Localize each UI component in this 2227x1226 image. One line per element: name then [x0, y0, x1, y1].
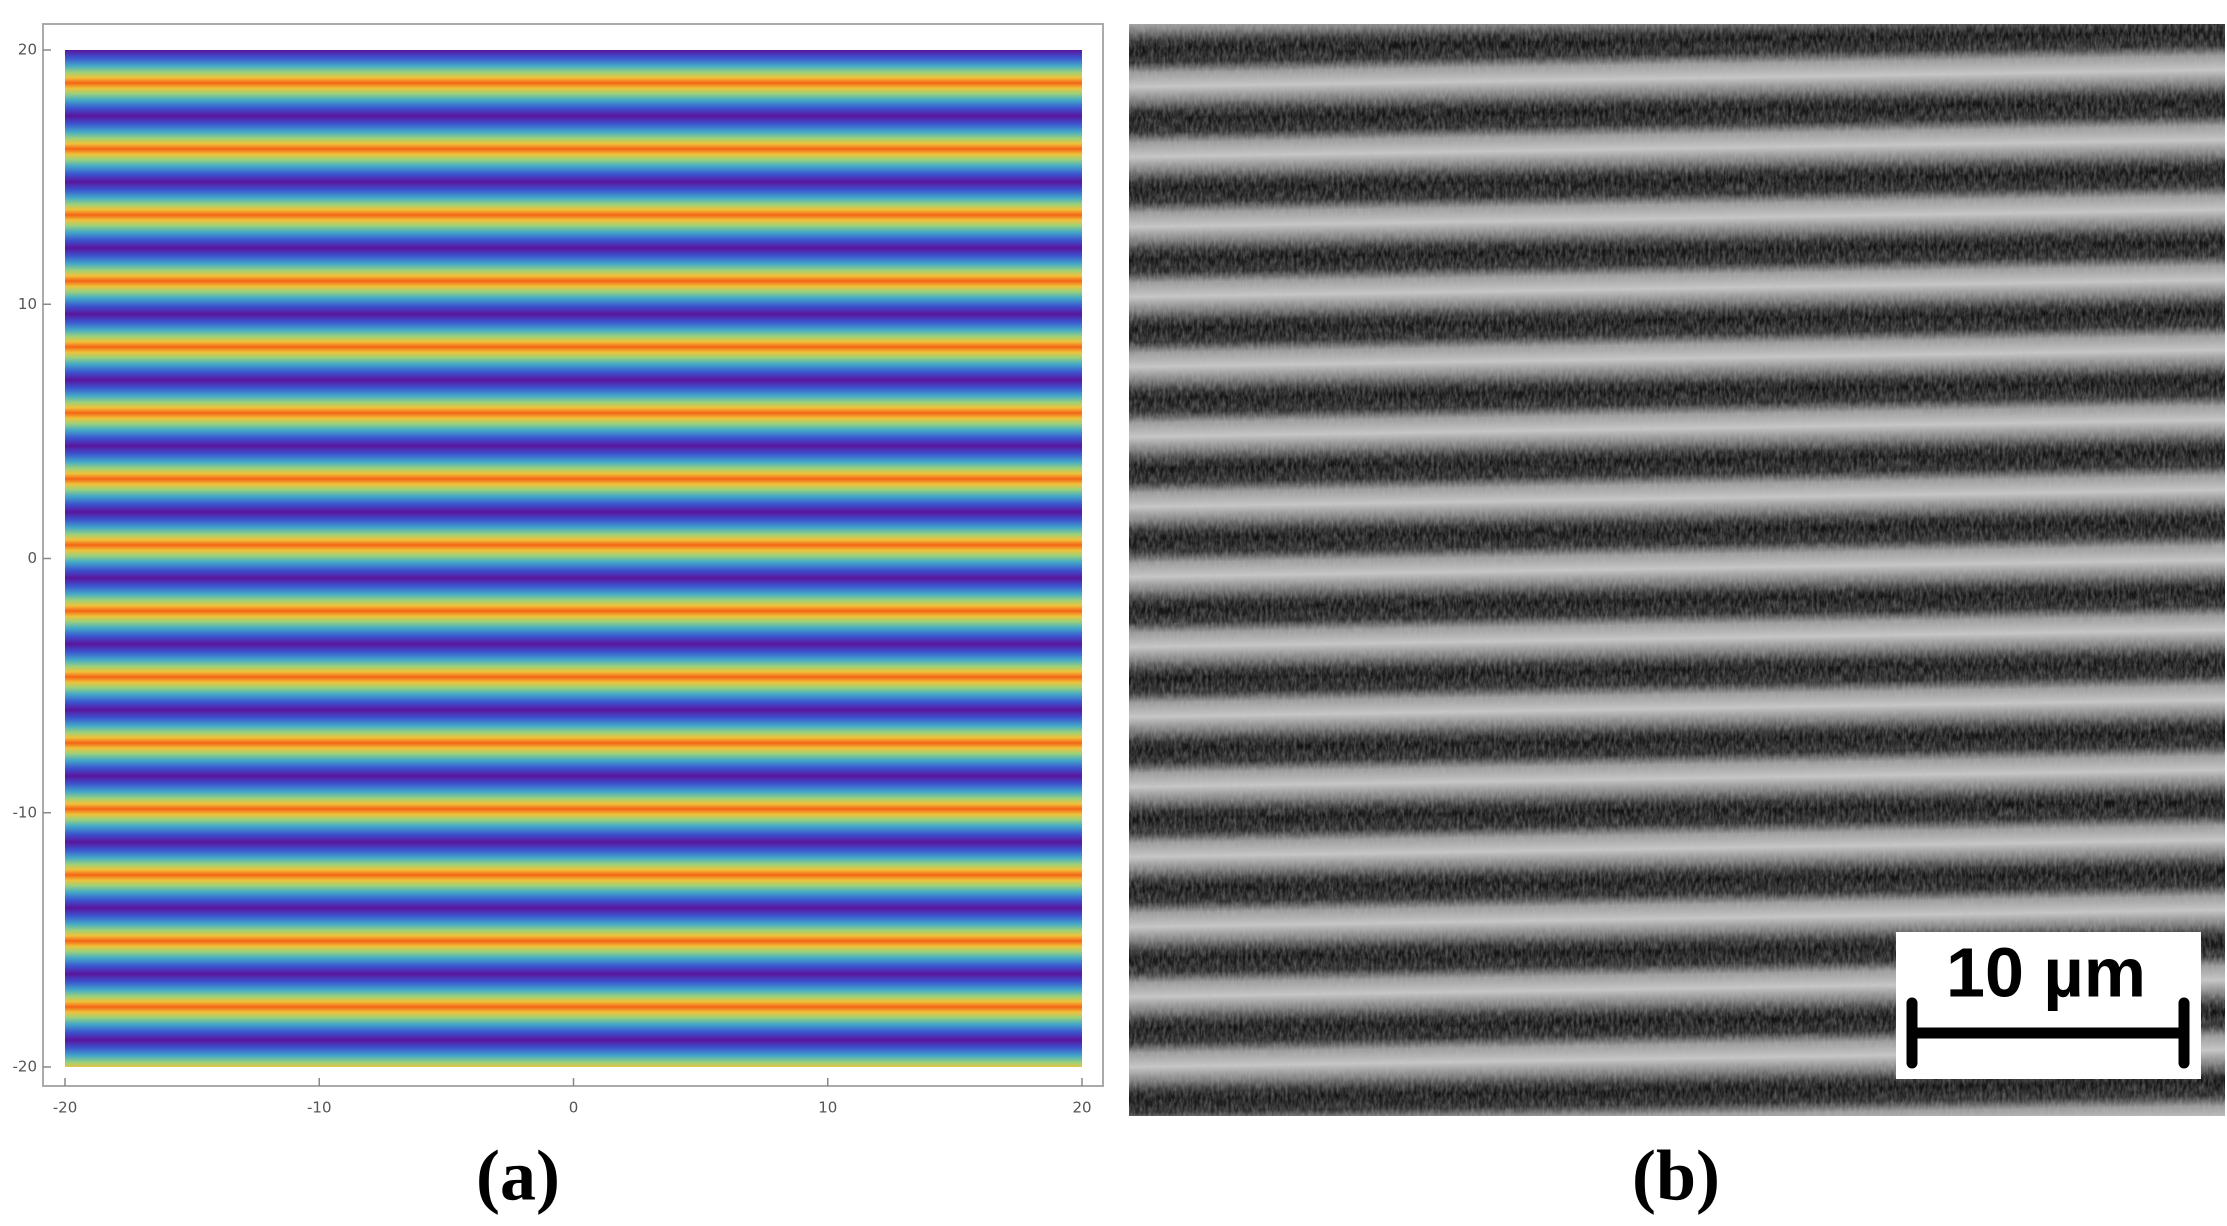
x-tick-label: -20: [53, 1099, 78, 1117]
x-tick-label: -10: [307, 1099, 332, 1117]
x-tick-label: 20: [1072, 1099, 1091, 1117]
y-tick-label: -20: [13, 1058, 38, 1076]
density-plot: [65, 50, 1082, 1067]
scale-bar-box: [1896, 932, 2201, 1079]
panel-label: (a): [476, 1136, 560, 1216]
x-tick-label: 0: [569, 1099, 579, 1117]
axes: -20 -10 0 10 20 -20 -10 0 10 20: [13, 41, 1092, 1117]
y-tick-label: -10: [13, 803, 38, 821]
scale-bar-label: 10 µm: [1946, 933, 2146, 1011]
scale-bar: [1906, 997, 2190, 1069]
y-tick-label: 10: [18, 295, 37, 313]
y-tick-label: 20: [18, 41, 37, 59]
panel-label: (b): [1632, 1136, 1720, 1216]
sem-image: [1129, 24, 2225, 1116]
x-tick-label: 10: [818, 1099, 837, 1117]
y-tick-label: 0: [27, 549, 37, 567]
